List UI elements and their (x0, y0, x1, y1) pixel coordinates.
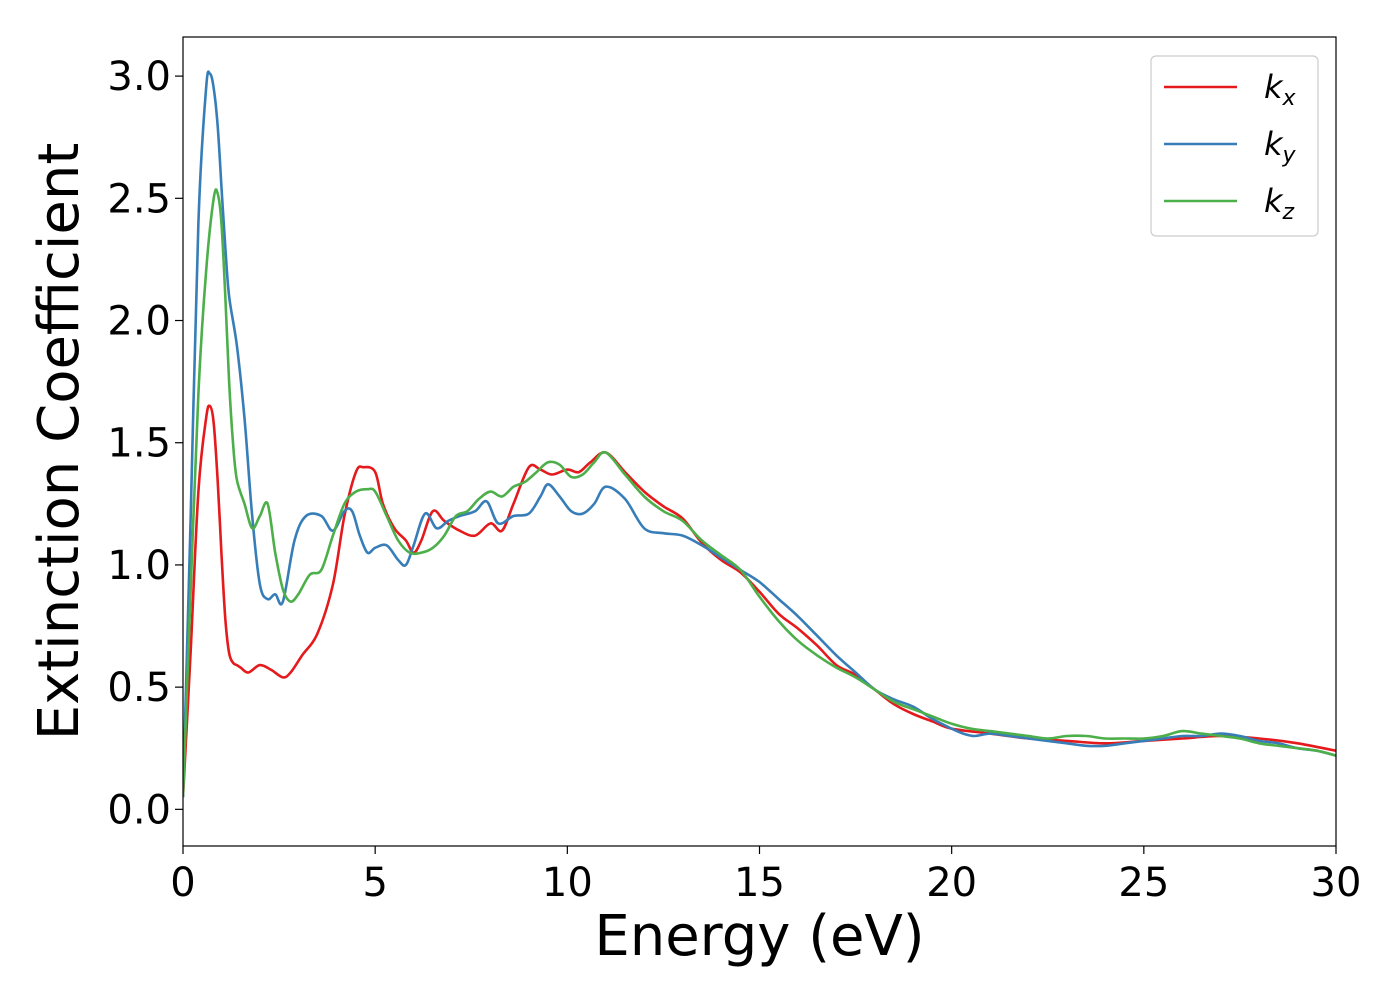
x-tick-label: 0 (170, 860, 195, 906)
series-line-kx (183, 404, 1336, 798)
legend-label: kz (1264, 182, 1295, 225)
x-tick-label: 10 (542, 860, 593, 906)
y-tick-label: 0.5 (107, 665, 171, 711)
x-tick-label: 25 (1118, 860, 1169, 906)
y-tick-label: 2.5 (107, 176, 171, 222)
y-tick-label: 0.0 (107, 787, 171, 833)
y-tick-label: 2.0 (107, 299, 171, 345)
series-line-ky (183, 70, 1336, 798)
y-tick-label: 3.0 (107, 54, 171, 100)
x-tick-label: 20 (926, 860, 977, 906)
x-axis: 0 5 10 15 20 25 30 (170, 846, 1361, 906)
x-tick-label: 5 (362, 860, 387, 906)
y-tick-label: 1.0 (107, 543, 171, 589)
x-axis-title: Energy (eV) (594, 904, 924, 969)
x-tick-label: 30 (1311, 860, 1362, 906)
legend-box (1150, 55, 1319, 237)
series-layer (183, 70, 1336, 798)
series-line-kz (183, 188, 1336, 798)
y-tick-label: 1.5 (107, 421, 171, 467)
x-tick-label: 15 (734, 860, 785, 906)
y-axis: 0.0 0.5 1.0 1.5 2.0 2.5 3.0 (107, 54, 183, 833)
y-axis-title: Extinction Coefficient (27, 143, 92, 741)
